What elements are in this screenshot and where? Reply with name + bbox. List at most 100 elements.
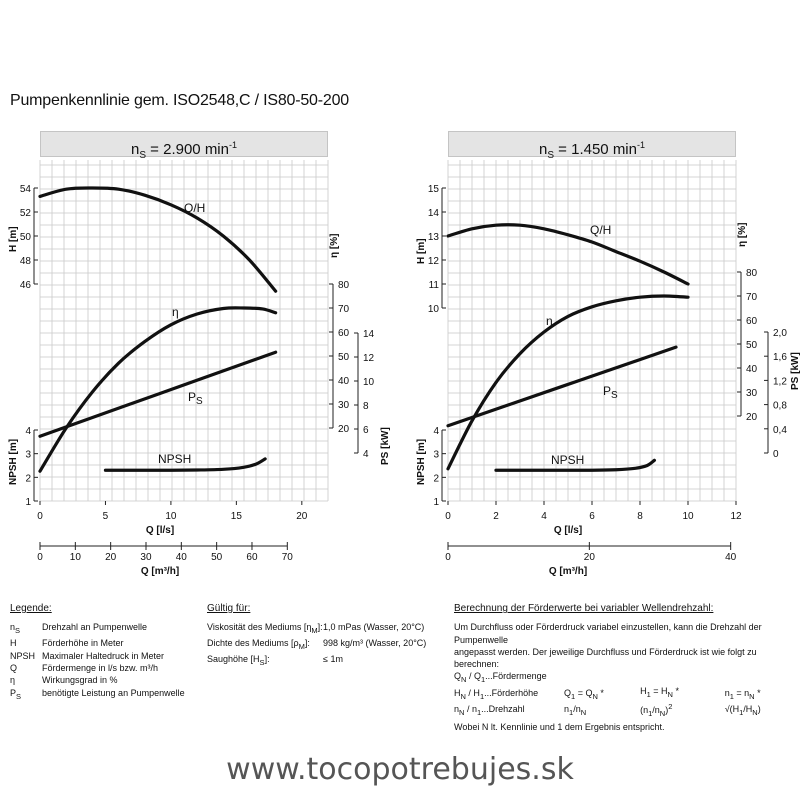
ps-tick-label: 14 [363,329,375,340]
qh-curve-label: Q/H [184,201,205,215]
eta-tick-label: 40 [746,364,758,375]
x2-tick-label: 0 [37,552,43,563]
ps-tick-label: 6 [363,425,369,436]
calc-formulas: Q1 = QN * n1/nN H1 = HN * (n1/nN)2 n1 = … [564,685,794,721]
validity-item: Viskosität des Mediums [ηM]: 1,0 mPas (Wa… [207,622,425,636]
eta-tick-label: 60 [746,316,758,327]
ps-axis-label: PS [kW] [380,427,391,465]
x2-tick-label: 70 [282,552,294,563]
ps-tick-label: 1,2 [773,376,787,387]
validity-block: Gültig für: Viskosität des Mediums [ηM]:… [207,603,447,670]
ps-curve-label-sub: S [611,390,618,401]
legend-item: NPSH Maximaler Haltedruck in Meter [10,650,165,661]
legend-item: PS benötigte Leistung an Pumpenwelle [10,687,185,701]
curve-eta [446,294,690,471]
eta-tick-label: 50 [338,352,350,363]
x2-tick-label: 50 [211,552,223,563]
legend-item: H Förderhöhe in Meter [10,638,124,649]
x-axis-label: Q [l/s] [146,525,174,536]
x2-tick-label: 20 [584,552,596,563]
h-tick-label: 50 [20,232,32,243]
x2-tick-label: 40 [176,552,188,563]
ps-tick-label: 0,4 [773,425,787,436]
eta-tick-label: 20 [746,412,758,423]
npsh-tick-label: 2 [25,473,31,484]
eta-curve-label: η [172,305,179,319]
formula-n: n1 = nN * √(H1/HN) [724,687,761,717]
eta-tick-label: 80 [338,280,350,291]
h-tick-label: 13 [428,232,440,243]
ps-tick-label: 12 [363,353,375,364]
eta-tick-label: 30 [746,388,758,399]
validity-item: Saughöhe [HS]: ≤ 1m [207,654,343,668]
x-tick-label: 15 [231,511,243,522]
eta-tick-label: 20 [338,424,350,435]
x2-tick-label: 60 [246,552,258,563]
legend-heading: Legende: [10,603,52,614]
h-tick-label: 46 [20,280,32,291]
npsh-curve-label: NPSH [551,453,584,467]
legend-item: Q Fördermenge in l/s bzw. m³/h [10,662,159,673]
npsh-tick-label: 1 [433,497,439,508]
calc-text: angepasst werden. Der jeweilige Durchflu… [454,646,757,670]
legend-block: Legende: nS Drehzahl an Pumpenwelle H Förd… [10,603,190,703]
x2-axis-label: Q [m³/h] [549,566,587,577]
calculation-block: Berechnung der Förderwerte bei variabler… [454,603,794,733]
formula-q: Q1 = QN * n1/nN [564,687,604,717]
eta-tick-label: 40 [338,376,350,387]
x-tick-label: 8 [637,511,643,522]
legend-item: nS Drehzahl an Pumpenwelle [10,622,148,636]
x2-tick-label: 10 [70,552,82,563]
npsh-tick-label: 4 [25,426,31,437]
validity-item: Dichte des Mediums [ρM]: 998 kg/m³ (Wasse… [207,638,427,652]
calc-heading: Berechnung der Förderwerte bei variabler… [454,603,714,614]
chart1-speed-header: nS = 2.900 min-1 [40,131,328,161]
eta-tick-label: 70 [338,304,350,315]
h-tick-label: 12 [428,256,440,267]
x-tick-label: 0 [37,511,43,522]
ps-curve-label: P [603,384,611,398]
x2-axis-label: Q [m³/h] [141,566,179,577]
website-watermark: www.tocopotrebujes.sk [226,752,574,787]
curve-npsh [103,457,267,472]
page-title: Pumpenkennlinie gem. ISO2548,C / IS80-50… [10,92,349,109]
qh-curve-label: Q/H [590,223,611,237]
formula-h: H1 = HN * (n1/nN)2 [640,686,679,719]
npsh-curve-label: NPSH [158,452,191,466]
x-axis-label: Q [l/s] [554,525,582,536]
h-tick-label: 52 [20,208,32,219]
x-tick-label: 20 [296,511,308,522]
npsh-axis-label: NPSH [m] [416,439,427,485]
npsh-tick-label: 1 [25,497,31,508]
calc-text: Um Durchfluss oder Förderdruck variabel … [454,622,762,645]
x-tick-label: 10 [165,511,177,522]
x-tick-label: 2 [493,511,499,522]
ps-curve-label-sub: S [196,396,203,407]
npsh-tick-label: 3 [25,450,31,461]
curve-eta [38,306,278,473]
h-axis-label: H [m] [416,238,427,264]
x-tick-label: 4 [541,511,547,522]
legend-item: η Wirkungsgrad in % [10,675,118,686]
x2-tick-label: 0 [445,552,451,563]
h-tick-label: 48 [20,256,32,267]
calc-text: Wobei N lt. Kennlinie und 1 dem Ergebnis… [454,721,665,732]
eta-tick-label: 80 [746,268,758,279]
curve-h [38,186,278,293]
curve-h [446,223,690,286]
npsh-axis-label: NPSH [m] [8,439,19,485]
ps-tick-label: 4 [363,449,369,460]
eta-axis-label: η [%] [329,234,340,258]
x-tick-label: 5 [103,511,109,522]
ps-tick-label: 10 [363,377,375,388]
ps-tick-label: 0 [773,449,779,460]
h-tick-label: 14 [428,208,440,219]
curve-ps [446,345,678,428]
x-tick-label: 0 [445,511,451,522]
ps-curve-label: P [188,390,196,404]
validity-heading: Gültig für: [207,603,251,614]
x2-tick-label: 30 [140,552,152,563]
h-tick-label: 10 [428,304,440,315]
ps-tick-label: 2,0 [773,328,787,339]
curve-ps [38,350,278,438]
